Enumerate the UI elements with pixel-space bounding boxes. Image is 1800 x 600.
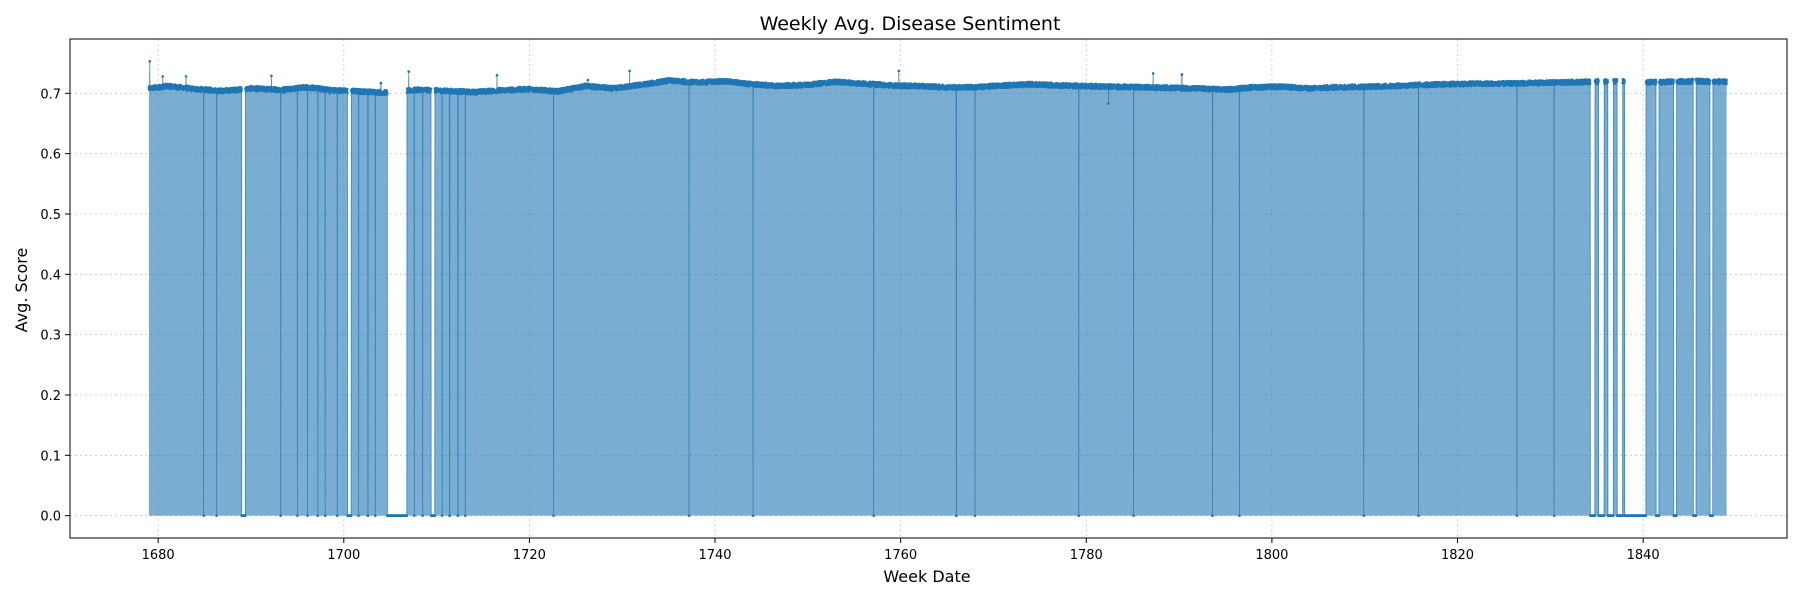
- data-point: [240, 87, 243, 91]
- data-point: [323, 514, 327, 517]
- data-point: [357, 514, 360, 517]
- data-point: [429, 87, 433, 91]
- data-point: [346, 91, 349, 95]
- data-point: [412, 514, 416, 517]
- data-point: [897, 69, 901, 73]
- data-point: [366, 514, 370, 517]
- data-point: [495, 73, 499, 77]
- data-point: [203, 90, 207, 93]
- data-point: [374, 514, 377, 517]
- data-point: [279, 514, 282, 517]
- data-point: [215, 514, 218, 517]
- data-point: [335, 514, 339, 517]
- data-point: [148, 60, 152, 63]
- data-point: [244, 514, 247, 517]
- data-point: [306, 514, 309, 517]
- plot-area: [147, 60, 1728, 517]
- data-point: [345, 87, 349, 91]
- data-point: [973, 514, 977, 517]
- data-point: [955, 514, 958, 517]
- data-point: [407, 70, 411, 73]
- data-point: [379, 81, 383, 85]
- data-point: [316, 514, 320, 517]
- data-point: [552, 514, 555, 517]
- data-point: [429, 90, 432, 93]
- data-point: [240, 89, 243, 93]
- data-point: [586, 78, 590, 82]
- data-point: [385, 92, 389, 96]
- series-area: [148, 61, 1727, 516]
- data-point: [628, 69, 631, 73]
- data-point: [464, 514, 467, 517]
- data-point: [161, 75, 165, 78]
- data-point: [440, 514, 444, 517]
- data-point: [202, 514, 205, 517]
- data-point: [448, 514, 451, 517]
- data-point: [433, 514, 437, 517]
- data-point: [184, 75, 188, 78]
- data-point: [405, 514, 409, 517]
- data-point: [751, 514, 755, 517]
- data-point: [349, 514, 353, 517]
- data-point: [296, 514, 299, 517]
- data-point: [791, 86, 795, 89]
- data-point: [270, 74, 273, 78]
- data-point: [456, 514, 460, 517]
- data-point: [421, 514, 424, 517]
- data-point: [687, 514, 691, 517]
- series-markers: [147, 60, 1728, 517]
- data-point: [872, 514, 876, 517]
